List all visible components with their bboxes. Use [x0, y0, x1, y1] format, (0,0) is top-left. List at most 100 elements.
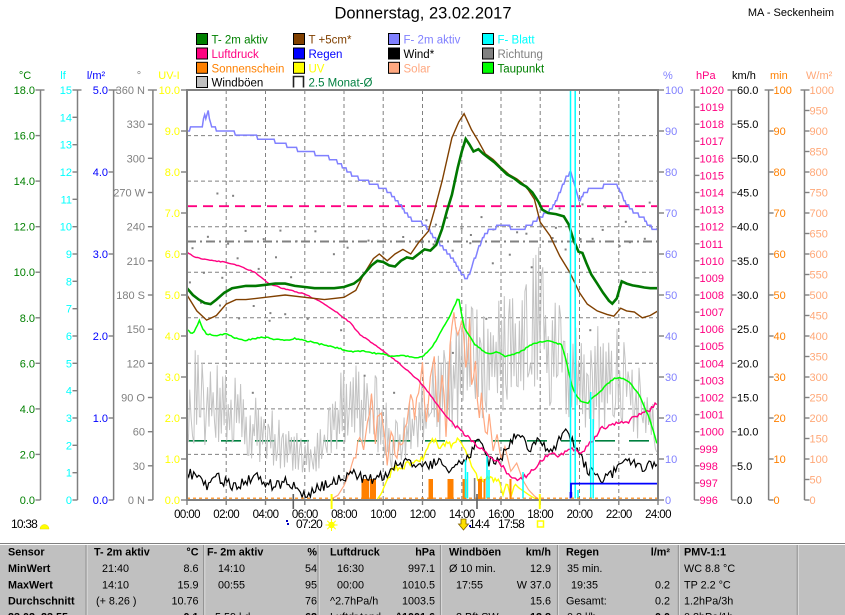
svg-text:- 0.1: - 0.1	[177, 612, 199, 615]
svg-text:30: 30	[774, 372, 786, 384]
svg-text:5: 5	[66, 358, 72, 370]
svg-text:997: 997	[700, 478, 718, 490]
svg-text:650: 650	[810, 229, 828, 241]
svg-text:°: °	[137, 70, 141, 82]
svg-text:Luftdruck: Luftdruck	[212, 49, 260, 61]
svg-text:20: 20	[774, 413, 786, 425]
svg-text:10.76: 10.76	[171, 596, 198, 608]
svg-text:17:55: 17:55	[456, 580, 483, 592]
svg-text:14:10: 14:10	[218, 563, 245, 575]
svg-text:54: 54	[305, 563, 317, 575]
svg-text:0.2hPa/1h: 0.2hPa/1h	[684, 612, 733, 615]
svg-text:270 W: 270 W	[113, 188, 145, 200]
svg-text:50: 50	[774, 290, 786, 302]
svg-text:%: %	[307, 547, 317, 559]
svg-text:50: 50	[810, 475, 822, 487]
svg-text:12.9: 12.9	[530, 563, 551, 575]
svg-text:10: 10	[665, 454, 677, 466]
svg-text:1000: 1000	[700, 427, 724, 439]
svg-text:2.0: 2.0	[165, 413, 180, 425]
svg-text:20: 20	[665, 413, 677, 425]
svg-text:1008: 1008	[700, 290, 724, 302]
svg-text:%: %	[663, 70, 673, 82]
svg-text:1012: 1012	[700, 222, 724, 234]
svg-text:999: 999	[700, 444, 718, 456]
svg-text:13: 13	[60, 140, 72, 152]
svg-text:22:00: 22:00	[606, 509, 632, 521]
svg-text:35.0: 35.0	[737, 256, 758, 268]
svg-text:0: 0	[665, 495, 671, 507]
svg-text:1004: 1004	[700, 358, 724, 370]
svg-text:07:20: 07:20	[296, 517, 323, 531]
svg-text:F- Blatt: F- Blatt	[498, 35, 536, 47]
svg-text:0: 0	[66, 495, 72, 507]
svg-text:35 min.: 35 min.	[567, 563, 602, 575]
svg-text:600: 600	[810, 249, 828, 261]
svg-text:1018: 1018	[700, 119, 724, 131]
svg-text:40: 40	[665, 331, 677, 343]
svg-text:4.0: 4.0	[93, 167, 108, 179]
svg-text:30: 30	[665, 372, 677, 384]
svg-text:360 N: 360 N	[116, 85, 145, 97]
svg-text:6: 6	[66, 331, 72, 343]
svg-text:40: 40	[774, 331, 786, 343]
svg-text:F- 2m aktiv: F- 2m aktiv	[404, 35, 461, 47]
svg-text:Taupunkt: Taupunkt	[498, 63, 545, 75]
svg-text:1: 1	[66, 468, 72, 480]
svg-text:12:00: 12:00	[410, 509, 436, 521]
svg-text:4.0: 4.0	[165, 331, 180, 343]
svg-text:76: 76	[305, 596, 317, 608]
svg-text:95: 95	[305, 580, 317, 592]
svg-text:150: 150	[127, 324, 145, 336]
svg-text:550: 550	[810, 270, 828, 282]
svg-text:500: 500	[810, 290, 828, 302]
svg-text:7: 7	[66, 304, 72, 316]
svg-text:30.0: 30.0	[737, 290, 758, 302]
svg-text:l/m²: l/m²	[651, 547, 671, 559]
svg-text:700: 700	[810, 208, 828, 220]
svg-text:5.0: 5.0	[165, 290, 180, 302]
svg-text:12: 12	[60, 167, 72, 179]
svg-text:0.0: 0.0	[165, 495, 180, 507]
svg-text:12.8: 12.8	[530, 612, 551, 615]
svg-text:11: 11	[61, 194, 72, 206]
svg-text:210: 210	[127, 256, 145, 268]
svg-text:lf: lf	[60, 70, 66, 82]
svg-text:9.0: 9.0	[165, 126, 180, 138]
svg-text:16:00: 16:00	[488, 509, 514, 521]
svg-text:40.0: 40.0	[737, 222, 758, 234]
svg-text:MaxWert: MaxWert	[8, 580, 53, 592]
svg-text:l/m²: l/m²	[87, 70, 106, 82]
svg-text:15: 15	[60, 85, 72, 97]
svg-text:12.0: 12.0	[14, 222, 35, 234]
svg-text:0: 0	[774, 495, 780, 507]
svg-text:00:55: 00:55	[218, 580, 245, 592]
svg-text:50: 50	[665, 290, 677, 302]
svg-text:Donnerstag, 23.02.2017: Donnerstag, 23.02.2017	[334, 5, 511, 23]
svg-text:10:38: 10:38	[11, 517, 38, 531]
svg-text:20:00: 20:00	[567, 509, 593, 521]
svg-text:60: 60	[774, 249, 786, 261]
svg-text:4: 4	[66, 386, 72, 398]
svg-text:Sonnenschein: Sonnenschein	[212, 63, 285, 75]
svg-text:Windböen: Windböen	[212, 78, 264, 90]
svg-text:6.0: 6.0	[165, 249, 180, 261]
svg-text:Windböen: Windböen	[449, 547, 501, 559]
svg-text:km/h: km/h	[526, 547, 551, 559]
svg-text:14: 14	[60, 112, 72, 124]
svg-text:7.0: 7.0	[165, 208, 180, 220]
svg-text:Sensor: Sensor	[8, 547, 45, 559]
svg-text:^2.7hPa/h: ^2.7hPa/h	[330, 596, 378, 608]
svg-text:1.2hPa/3h: 1.2hPa/3h	[684, 596, 733, 608]
svg-text:T- 2m aktiv: T- 2m aktiv	[94, 547, 150, 559]
svg-text:3.0: 3.0	[93, 249, 108, 261]
svg-text:1020: 1020	[700, 85, 724, 97]
svg-text:T +5cm*: T +5cm*	[309, 35, 352, 47]
svg-text:60.0: 60.0	[737, 85, 758, 97]
svg-text:800: 800	[810, 167, 828, 179]
svg-text:450: 450	[810, 311, 828, 323]
svg-text:hPa: hPa	[415, 547, 436, 559]
svg-text:70: 70	[665, 208, 677, 220]
svg-text:19:35: 19:35	[571, 580, 598, 592]
svg-text:10:00: 10:00	[370, 509, 396, 521]
